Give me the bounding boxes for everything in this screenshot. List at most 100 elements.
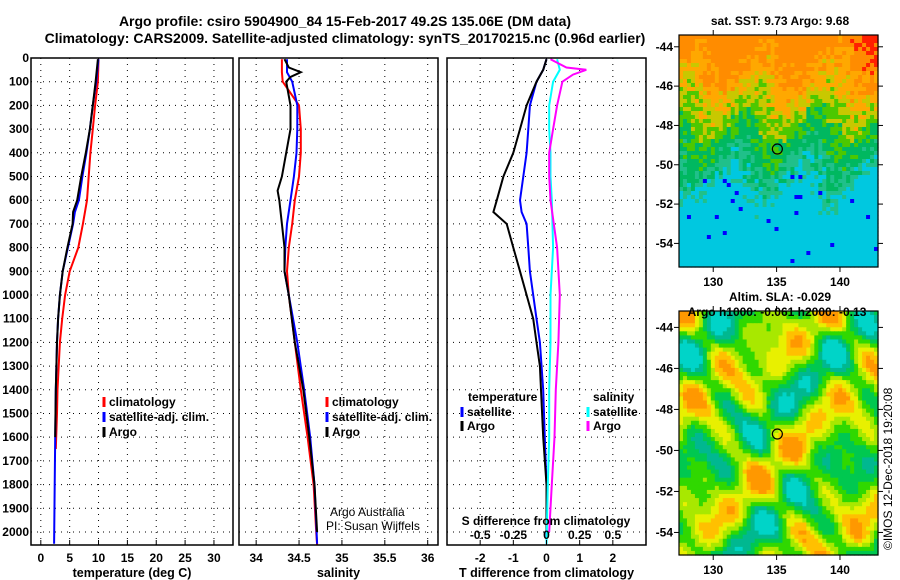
y-tick-label: 1700 (2, 454, 29, 468)
credit-line1: Argo Australia (330, 505, 405, 519)
y-tick-label: 1100 (3, 312, 29, 326)
x-tick-label: -2 (475, 551, 486, 565)
lat-tick-label: -54 (656, 236, 674, 250)
credit-line2: PI: Susan Wijffels (326, 519, 420, 533)
y-tick-label: 400 (9, 146, 29, 160)
series-line-argo (276, 58, 319, 533)
lon-tick-label: 130 (703, 275, 723, 289)
copyright-text: ©IMOS 12-Dec-2018 19:20:08 (881, 387, 895, 550)
series-line-climatology (54, 59, 100, 450)
x-tick-label: 30 (207, 551, 221, 565)
y-tick-label: 1900 (2, 501, 29, 515)
x-tick-label: 0 (37, 551, 44, 565)
x2-tick-label: 0.5 (604, 528, 621, 542)
x-tick-label: 35 (335, 551, 349, 565)
x-tick-label: 36 (421, 551, 435, 565)
legend-label: satellite-adj. clim. (332, 410, 432, 424)
plot-frame (30, 57, 234, 546)
lat-tick-label: -50 (656, 443, 674, 457)
x-tick-label: -1 (508, 551, 519, 565)
x2-tick-label: 0.25 (568, 528, 592, 542)
legend-label: Argo (467, 419, 495, 433)
lat-tick-label: -54 (656, 525, 674, 539)
x-tick-label: 2 (609, 551, 616, 565)
argo-location-marker (771, 428, 783, 440)
lon-tick-label: 140 (830, 563, 850, 577)
y-tick-label: 1400 (2, 383, 29, 397)
temperature-panel: 0 5 10 15 20 25 30 temperature (deg C) 0 100 200 30… (2, 51, 234, 580)
sla-map-panel: 130 135 140 -44 -46 -48 -50 -52 -54 Altim. SLA: -… (656, 290, 883, 577)
legend-label: Argo (593, 419, 621, 433)
y-tick-label: 700 (9, 217, 29, 231)
legend-title-temperature: temperature (468, 390, 538, 404)
x-tick-label: 1 (576, 551, 583, 565)
legend-label: satellite-adj. clim. (109, 410, 209, 424)
sla-image (679, 311, 879, 556)
salinity-panel: 34 34.5 35 35.5 36 salinity climatologysatelli… (238, 57, 439, 580)
x-axis-label: salinity (317, 566, 360, 580)
x-tick-label: 20 (150, 551, 164, 565)
y-tick-label: 900 (9, 264, 29, 278)
y-tick-label: 800 (9, 241, 29, 255)
lat-tick-label: -46 (656, 79, 674, 93)
lon-tick-label: 135 (767, 275, 787, 289)
y-tick-label: 100 (9, 75, 29, 89)
y-tick-label: 500 (9, 169, 29, 183)
sst-image (679, 35, 879, 268)
x-tick-label: 34 (249, 551, 263, 565)
map-frame (678, 310, 879, 556)
y-tick-label: 1000 (2, 288, 29, 302)
x-tick-label: 5 (66, 551, 73, 565)
y-tick-label: 300 (9, 122, 29, 136)
argo-location-marker (771, 143, 783, 155)
legend-label: Argo (332, 425, 360, 439)
x-tick-label: 35.5 (373, 551, 397, 565)
x-tick-label: 15 (121, 551, 135, 565)
difference-panel: -2 -1 0 1 2T difference from climatology temp… (446, 57, 647, 580)
series-line-t-argo (492, 58, 548, 532)
map-subtitle: Argo h1000: -0.061 h2000: -0.13 (688, 305, 867, 319)
x2-tick-label: 0 (543, 528, 550, 542)
figure-title-line2: Climatology: CARS2009. Satellite-adjuste… (45, 30, 646, 46)
series-line-argo (54, 59, 99, 438)
legend-label: satellite (467, 405, 512, 419)
map-title: Altim. SLA: -0.029 (729, 290, 831, 304)
legend-label: satellite (593, 405, 638, 419)
y-tick-label: 1800 (2, 478, 29, 492)
x-tick-label: 34.5 (287, 551, 311, 565)
legend-label: Argo (109, 425, 137, 439)
sst-map-panel: 130 135 140 -44 -46 -48 -50 -52 -54 sat. SST: 9.7… (656, 14, 883, 289)
y-tick-label: 1500 (2, 406, 29, 420)
map-frame (678, 34, 879, 268)
lat-tick-label: -48 (656, 118, 674, 132)
lat-tick-label: -46 (656, 361, 674, 375)
y-tick-label: 200 (9, 98, 29, 112)
lat-tick-label: -48 (656, 402, 674, 416)
lat-tick-label: -44 (656, 40, 674, 54)
y-tick-label: 0 (22, 51, 29, 65)
x2-tick-label: -0.5 (470, 528, 491, 542)
series-line-t-satellite (518, 58, 548, 544)
series-line-s-argo (548, 58, 587, 533)
y-tick-label: 1200 (2, 335, 29, 349)
x2-tick-label: -0.25 (500, 528, 528, 542)
lat-tick-label: -52 (656, 484, 674, 498)
map-title: sat. SST: 9.73 Argo: 9.68 (711, 14, 850, 28)
lon-tick-label: 130 (703, 563, 723, 577)
series-line-s-satellite (545, 58, 561, 544)
y-tick-label: 2000 (2, 525, 29, 539)
figure-title-line1: Argo profile: csiro 5904900_84 15-Feb-20… (119, 13, 571, 29)
y-tick-label: 1600 (2, 430, 29, 444)
legend-title-salinity: salinity (593, 390, 635, 404)
x-tick-label: 25 (178, 551, 192, 565)
lon-tick-label: 140 (830, 275, 850, 289)
legend-label: climatology (332, 395, 399, 409)
x-axis-label: T difference from climatology (459, 566, 634, 580)
plot-frame (238, 57, 439, 546)
lat-tick-label: -44 (656, 320, 674, 334)
x-tick-label: 0 (543, 551, 550, 565)
x2-axis-label: S difference from climatology (462, 514, 631, 528)
y-tick-label: 600 (9, 193, 29, 207)
lon-tick-label: 135 (767, 563, 787, 577)
